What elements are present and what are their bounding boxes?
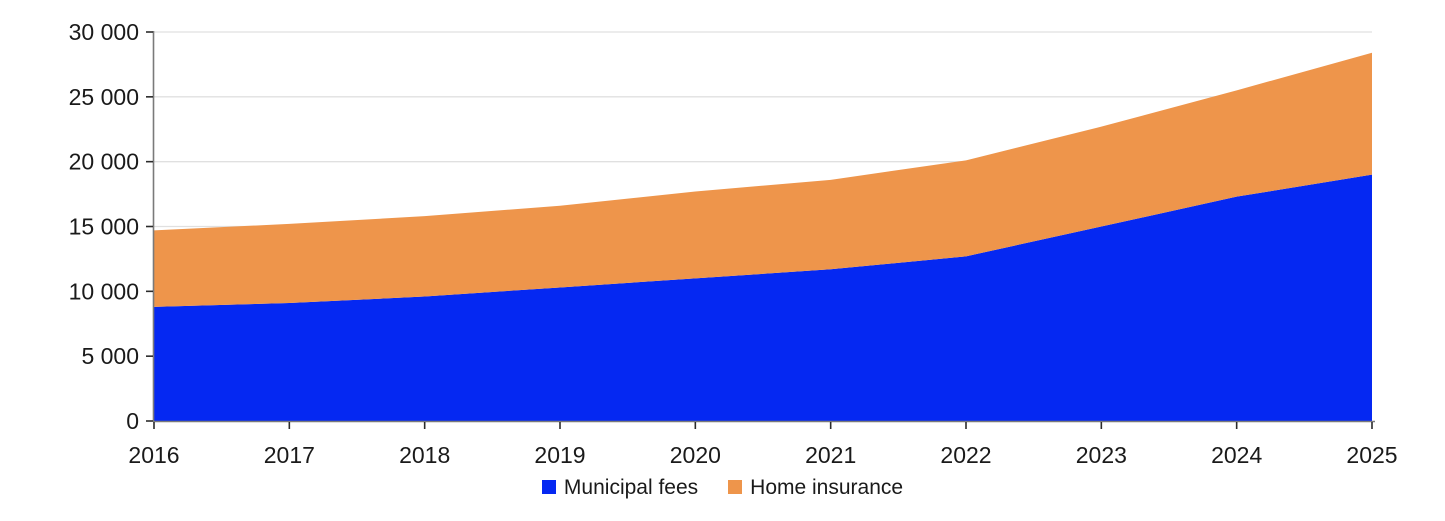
municipal-fees-swatch (541, 480, 556, 494)
x-tick-label-2020: 2020 (670, 442, 721, 468)
y-tick-label-10000: 10 000 (69, 278, 139, 304)
legend-label-home-insurance: Home insurance (750, 475, 904, 499)
x-tick-label-2021: 2021 (805, 442, 856, 468)
x-tick-label-2022: 2022 (940, 442, 991, 468)
y-tick-label-0: 0 (126, 408, 139, 434)
legend-item-home-insurance: Home insurance (728, 477, 903, 498)
x-tick-label-2017: 2017 (264, 442, 315, 468)
y-tick-label-25000: 25 000 (69, 84, 139, 110)
x-tick-label-2024: 2024 (1211, 442, 1262, 468)
x-tick-label-2018: 2018 (399, 442, 450, 468)
home-insurance-swatch (728, 480, 743, 494)
area-municipal-fees (154, 174, 1372, 421)
chart-plot-area: 0 5 000 10 000 15 000 20 000 25 000 30 000 2016… (69, 19, 1398, 468)
chart-legend: Municipal fees Home insurance (0, 472, 1445, 502)
y-tick-label-5000: 5 000 (81, 343, 139, 369)
area-home-insurance (154, 52, 1372, 307)
legend-item-municipal-fees: Municipal fees (541, 475, 699, 499)
x-tick-label-2023: 2023 (1076, 442, 1127, 468)
y-tick-label-30000: 30 000 (69, 19, 139, 45)
y-tick-label-15000: 15 000 (69, 214, 139, 240)
x-tick-label-2025: 2025 (1346, 442, 1397, 468)
y-tick-label-20000: 20 000 (69, 149, 139, 175)
x-tick-label-2016: 2016 (128, 442, 179, 468)
legend-label-municipal-fees: Municipal fees (563, 475, 699, 499)
x-tick-label-2019: 2019 (534, 442, 585, 468)
